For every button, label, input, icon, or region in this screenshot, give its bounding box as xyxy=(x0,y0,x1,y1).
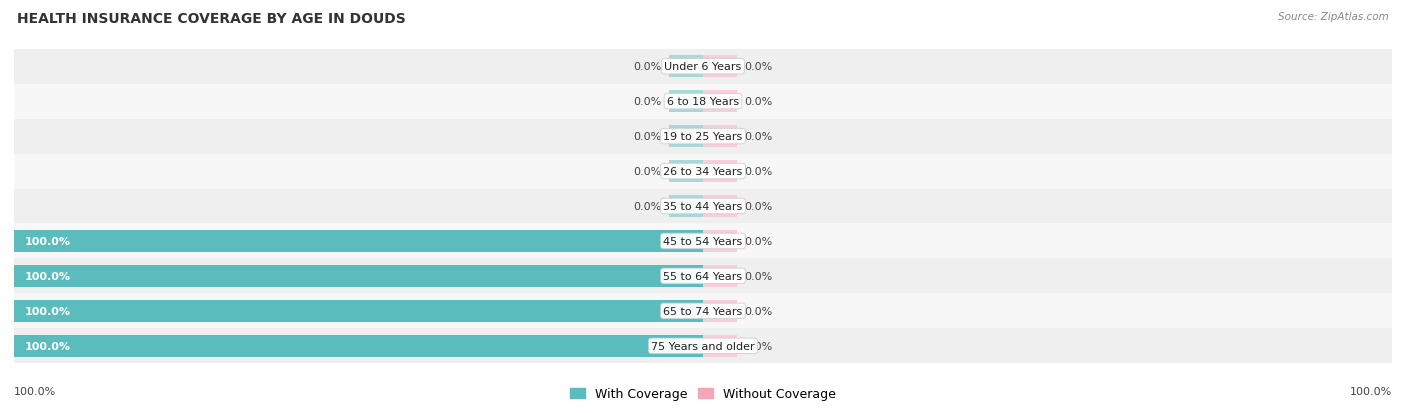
Bar xyxy=(703,230,738,252)
Text: 65 to 74 Years: 65 to 74 Years xyxy=(664,306,742,316)
Text: Under 6 Years: Under 6 Years xyxy=(665,62,741,72)
Bar xyxy=(14,119,1392,154)
Bar xyxy=(669,126,703,147)
Bar xyxy=(703,91,738,113)
Legend: With Coverage, Without Coverage: With Coverage, Without Coverage xyxy=(565,382,841,405)
Text: 0.0%: 0.0% xyxy=(634,97,662,107)
Text: 100.0%: 100.0% xyxy=(24,306,70,316)
Text: 0.0%: 0.0% xyxy=(744,271,772,281)
Text: 0.0%: 0.0% xyxy=(634,132,662,142)
Text: 19 to 25 Years: 19 to 25 Years xyxy=(664,132,742,142)
Bar xyxy=(703,335,738,357)
Text: 0.0%: 0.0% xyxy=(744,97,772,107)
Text: 0.0%: 0.0% xyxy=(744,132,772,142)
Bar xyxy=(703,300,738,322)
Text: 55 to 64 Years: 55 to 64 Years xyxy=(664,271,742,281)
Bar xyxy=(14,84,1392,119)
Text: 0.0%: 0.0% xyxy=(744,236,772,247)
Text: 100.0%: 100.0% xyxy=(24,236,70,247)
Bar xyxy=(14,230,703,252)
Bar xyxy=(703,56,738,78)
Bar xyxy=(703,266,738,287)
Bar xyxy=(14,259,1392,294)
Bar xyxy=(703,126,738,147)
Text: 0.0%: 0.0% xyxy=(634,62,662,72)
Bar xyxy=(669,161,703,183)
Bar xyxy=(14,224,1392,259)
Bar xyxy=(14,329,1392,363)
Bar xyxy=(14,294,1392,329)
Text: 100.0%: 100.0% xyxy=(24,271,70,281)
Text: 100.0%: 100.0% xyxy=(24,341,70,351)
Bar xyxy=(14,189,1392,224)
Text: 26 to 34 Years: 26 to 34 Years xyxy=(664,166,742,177)
Text: 0.0%: 0.0% xyxy=(744,166,772,177)
Text: 6 to 18 Years: 6 to 18 Years xyxy=(666,97,740,107)
Bar xyxy=(14,266,703,287)
Bar xyxy=(14,154,1392,189)
Bar xyxy=(669,196,703,217)
Text: 0.0%: 0.0% xyxy=(634,166,662,177)
Bar xyxy=(669,91,703,113)
Text: Source: ZipAtlas.com: Source: ZipAtlas.com xyxy=(1278,12,1389,22)
Text: 0.0%: 0.0% xyxy=(634,202,662,211)
Text: 100.0%: 100.0% xyxy=(1350,386,1392,396)
Bar xyxy=(14,300,703,322)
Bar xyxy=(669,56,703,78)
Text: 0.0%: 0.0% xyxy=(744,306,772,316)
Text: 45 to 54 Years: 45 to 54 Years xyxy=(664,236,742,247)
Bar xyxy=(703,196,738,217)
Text: HEALTH INSURANCE COVERAGE BY AGE IN DOUDS: HEALTH INSURANCE COVERAGE BY AGE IN DOUD… xyxy=(17,12,405,26)
Text: 0.0%: 0.0% xyxy=(744,202,772,211)
Text: 35 to 44 Years: 35 to 44 Years xyxy=(664,202,742,211)
Text: 0.0%: 0.0% xyxy=(744,341,772,351)
Bar xyxy=(14,335,703,357)
Text: 0.0%: 0.0% xyxy=(744,62,772,72)
Bar xyxy=(703,161,738,183)
Text: 75 Years and older: 75 Years and older xyxy=(651,341,755,351)
Text: 100.0%: 100.0% xyxy=(14,386,56,396)
Bar xyxy=(14,50,1392,84)
